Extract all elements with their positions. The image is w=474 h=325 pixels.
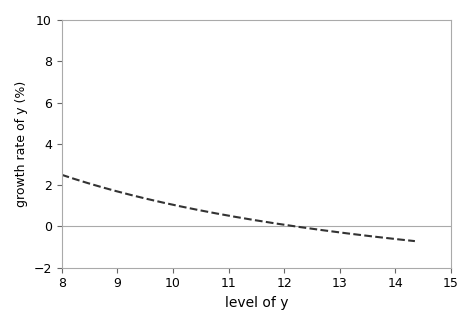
Y-axis label: growth rate of y (%): growth rate of y (%)	[15, 81, 28, 207]
X-axis label: level of y: level of y	[225, 296, 288, 310]
